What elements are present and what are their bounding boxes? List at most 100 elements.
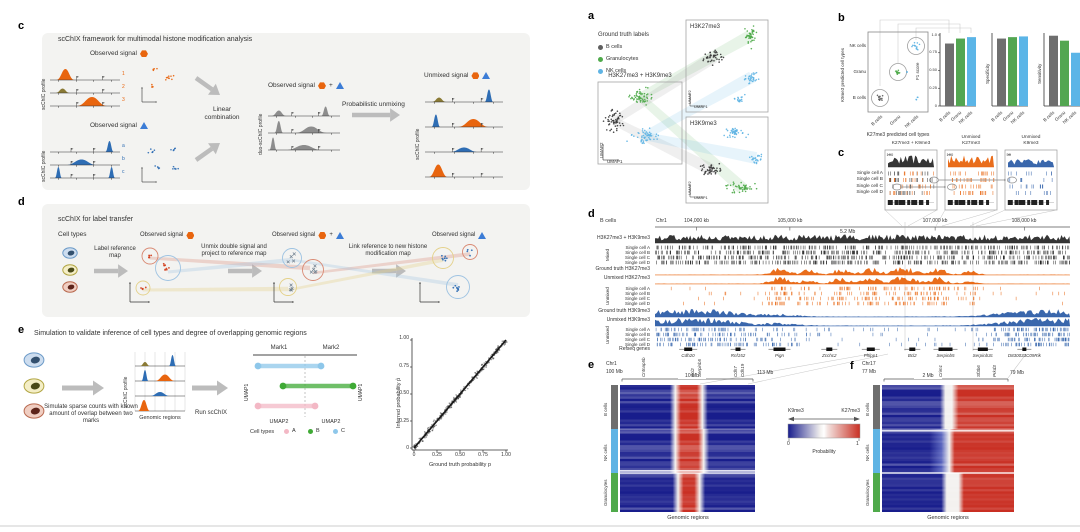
xtick-0: 0 — [412, 452, 416, 458]
linear-combination-label: Linear combination — [204, 106, 240, 121]
colorbar-k27me3-label: K27me3 — [841, 408, 860, 414]
hm-f-end: 79 Mb — [1010, 370, 1024, 376]
legend-nk-cells: NK cells — [598, 68, 626, 74]
genomic-regions-label-sim: Genomic regions — [139, 415, 181, 421]
row-id-2: 2 — [122, 84, 125, 90]
row-id-1: 1 — [122, 71, 125, 77]
umap2-axis-double: UMAP2 — [599, 142, 604, 158]
panel-a-umaps — [597, 19, 769, 204]
panel-e-left-schematic — [23, 338, 508, 453]
observed-signal-1-label: Observed signal — [90, 50, 137, 57]
hm-f-gene-prkd3: Prkd3 — [992, 365, 997, 377]
run-scchix-label: Run scChIX — [194, 410, 227, 416]
nk-cells-label: NK cells — [606, 68, 627, 74]
k27-hexagon-icon — [186, 232, 195, 240]
um27-cell-b: Single cell B — [625, 290, 650, 296]
k9-triangle-icon — [482, 72, 491, 80]
link-reference-label: Link reference to new histone modificati… — [348, 244, 428, 258]
gene-pign: Pign — [774, 352, 784, 358]
observed-signal-new: Observed signal — [432, 232, 487, 240]
hm-e-gene-cdh19: Cdh19 — [740, 363, 745, 377]
nk-cells-dot-icon — [598, 68, 603, 74]
legend-item-a: A — [284, 428, 296, 434]
panel-c-title: scChIX framework for multimodal histone … — [58, 36, 253, 43]
heatmaps — [611, 378, 1014, 512]
row-id-b: b — [122, 156, 125, 162]
gene-phlpp1: Phlpp1 — [863, 352, 878, 358]
panel-label-e-right: e — [588, 359, 595, 371]
k9-triangle-icon — [335, 82, 344, 90]
hm-e-row-nk-cells: NK cells — [603, 444, 608, 461]
colorbar-tick-0: 0 — [787, 441, 790, 447]
hm-f-gene-sf3b6: Sf3b6 — [976, 365, 981, 377]
ytick-granu: Granu — [853, 69, 866, 74]
mixed-cell-a: Single cell A — [625, 244, 650, 250]
simulate-text: Simulate sparse counts with known amount… — [44, 404, 138, 425]
single-cell-a-label: Single cell A — [856, 170, 883, 176]
gene-cdh20: Cdh20 — [681, 352, 695, 358]
track-mix-label: H3K27me3 + H3K9me3 — [597, 234, 650, 241]
colorbar-tick-1: 1 — [856, 441, 859, 447]
legend-item-b: B — [308, 428, 320, 434]
um9-cell-d: Single cell D — [624, 341, 650, 347]
bar-ytick-10: 1.0 — [931, 31, 937, 37]
umap1-axis-left: UMAP1 — [244, 383, 250, 401]
xtick-100: 1.00 — [501, 452, 511, 458]
k27-hexagon-icon — [317, 82, 326, 90]
observed-signal-double: Observed signal + — [272, 232, 344, 240]
gene-d830033c09rik: D830033C09Rik — [1007, 352, 1041, 358]
k9-triangle-icon — [478, 232, 487, 240]
k27me3-predicted-axis: K27me3 predicted cell types — [866, 132, 930, 138]
colorbar-title: Probability — [812, 449, 836, 455]
scchic-profile-axis-sim: scChIC profile — [123, 376, 129, 408]
umap1-axis-k9: UMAP1 — [694, 195, 708, 200]
ytick-nk-cells: NK cells — [849, 43, 866, 48]
gene-bcl2: Bcl2 — [907, 352, 917, 358]
mixed-cell-c: Single cell C — [624, 254, 650, 260]
k27-hexagon-icon — [139, 50, 148, 58]
panel-c-background — [42, 33, 530, 190]
scchic-profile-axis-1: scChIC profile — [41, 78, 47, 110]
hm-e-gene-cdh7: Cdh7 — [733, 366, 738, 377]
panel-d-background — [42, 204, 530, 317]
box3-title-1: Unmixed — [1021, 134, 1041, 140]
observed-signal-ref: Observed signal — [140, 232, 195, 240]
legend-item-c: C — [333, 428, 345, 434]
panel-label-d: d — [18, 196, 25, 208]
hm-f-scale: 2 Mb — [914, 373, 942, 380]
panel-label-d-right: d — [588, 208, 595, 220]
hm-f-row-nk-cells: NK cells — [865, 444, 870, 461]
umap1-axis-double: UMAP1 — [607, 159, 623, 164]
box2-title-2: K27me3 — [962, 141, 980, 146]
box1-ymax: 100 — [886, 151, 894, 157]
umap-double-title: H3K27me3 + H3K9me3 — [608, 73, 672, 79]
k9-triangle-icon — [335, 232, 344, 240]
hm-e-row-granulocytes: Granulocytes — [603, 479, 608, 506]
umap2-axis-right: UMAP2 — [321, 419, 341, 425]
hm-e-start: 100 Mb — [606, 368, 623, 375]
unmix-project-label: Unmix double signal and project to refer… — [201, 244, 267, 258]
box2-title-1: Unmixed — [961, 134, 981, 140]
umap2-axis-k27: UMAP2 — [686, 90, 692, 104]
panel-label-c-right: c — [838, 147, 845, 159]
observed-signal-2: Observed signal — [90, 122, 148, 130]
cell-type-b-dot-icon — [308, 428, 313, 434]
b-cells-label: B cells — [606, 44, 623, 50]
cell-type-c-dot-icon — [333, 428, 338, 434]
panel-c-left-schematic — [50, 67, 503, 183]
hm-e-row-b-cells: B cells — [603, 402, 608, 416]
hm-f-start: 77 Mb — [862, 368, 876, 375]
um9-cell-a: Single cell A — [625, 326, 650, 332]
panel-label-e: e — [18, 324, 25, 336]
coord-105000: 105,000 kb — [777, 218, 803, 224]
cell-type-a-dot-icon — [284, 428, 289, 434]
panel-label-f: f — [850, 360, 854, 372]
hm-e-end: 113 Mb — [757, 370, 774, 376]
um9-cell-c: Single cell C — [624, 336, 650, 342]
xtick-075: 0.75 — [478, 452, 488, 458]
row-id-c: c — [122, 169, 125, 175]
granulocytes-dot-icon — [598, 56, 603, 62]
single-cell-c-label: Single cell C — [856, 183, 883, 189]
